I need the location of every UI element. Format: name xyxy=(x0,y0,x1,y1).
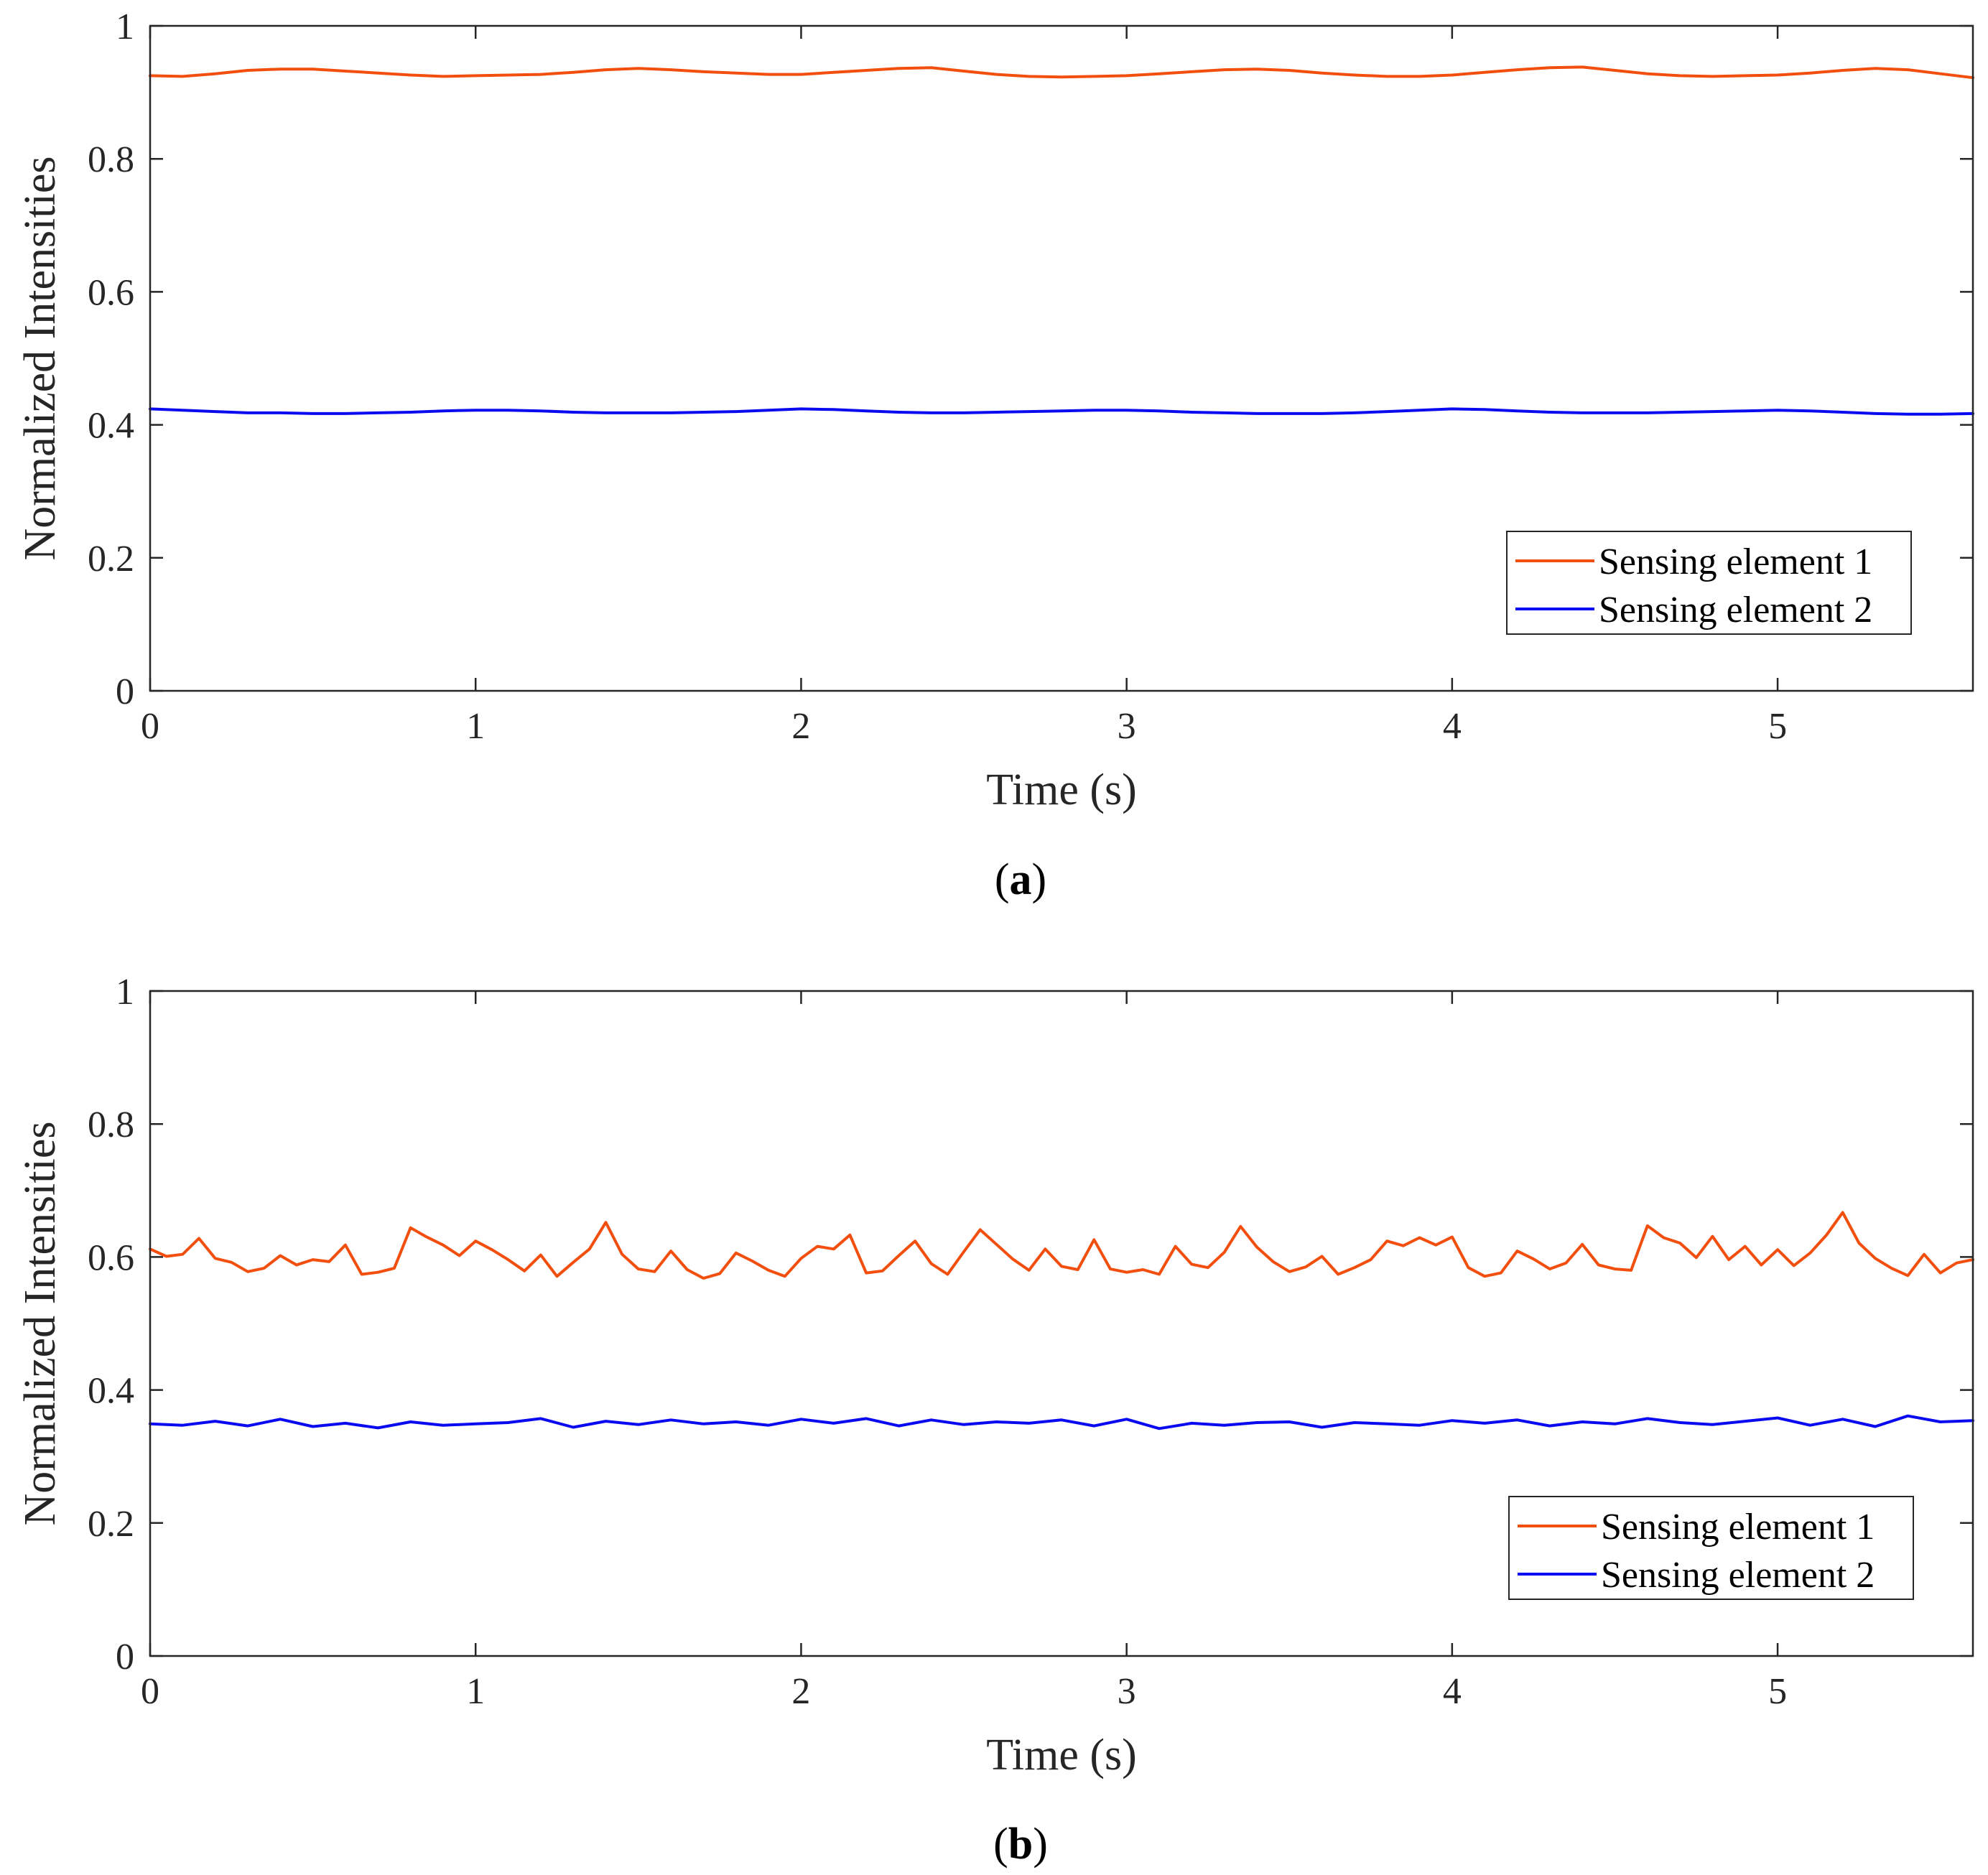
legend-a: Sensing element 1 Sensing element 2 xyxy=(1506,531,1912,635)
legend-box-b xyxy=(1508,1496,1914,1600)
axes-frame-a xyxy=(149,24,1974,692)
ticks-a xyxy=(149,24,1973,692)
y-tick-label-b-5: 1 xyxy=(116,972,134,1013)
panel-label-a: (a) xyxy=(995,855,1046,904)
x-axis-title-a: Time (s) xyxy=(986,766,1137,814)
y-tick-label-a-5: 1 xyxy=(116,6,134,47)
legend-box-a xyxy=(1506,531,1912,635)
legend-label-series2-a: Sensing element 2 xyxy=(1599,590,1872,631)
x-tick-label-b-5: 5 xyxy=(1768,1671,1787,1712)
x-tick-label-b-4: 4 xyxy=(1443,1671,1462,1712)
legend-label-series2-b: Sensing element 2 xyxy=(1601,1555,1875,1596)
legend-b: Sensing element 1 Sensing element 2 xyxy=(1508,1496,1914,1600)
x-tick-label-b-1: 1 xyxy=(466,1671,485,1712)
y-axis-title-a: Normalized Intensities xyxy=(16,157,65,561)
y-axis-title-b: Normalized Intensities xyxy=(16,1122,65,1526)
x-tick-label-a-1: 1 xyxy=(466,706,485,747)
panel-letter-b: b xyxy=(1008,1820,1033,1869)
axes-frame-b xyxy=(149,990,1974,1657)
x-tick-label-b-0: 0 xyxy=(141,1671,159,1712)
tick-labels-a: 0 1 2 3 4 5 0 0.2 0.4 0.6 0.8 1 xyxy=(88,6,1787,747)
y-tick-label-a-2: 0.4 xyxy=(88,406,134,447)
series-line-b-1 xyxy=(149,1211,1974,1280)
y-tick-label-b-2: 0.4 xyxy=(88,1371,134,1412)
x-tick-label-a-3: 3 xyxy=(1118,706,1136,747)
series-line-a-2 xyxy=(149,407,1974,416)
series-line-a-1 xyxy=(149,65,1974,80)
series-line-b-2 xyxy=(149,1414,1974,1430)
panel-b: 0 1 2 3 4 5 0 0.2 0.4 0.6 0.8 1 Time (s) Normalized… xyxy=(16,972,1974,1869)
y-tick-label-a-3: 0.6 xyxy=(88,272,134,313)
y-tick-label-a-4: 0.8 xyxy=(88,139,134,180)
y-tick-label-b-1: 0.2 xyxy=(88,1504,134,1545)
y-tick-label-a-0: 0 xyxy=(116,671,134,712)
x-axis-title-b: Time (s) xyxy=(986,1731,1137,1779)
x-tick-label-b-3: 3 xyxy=(1118,1671,1136,1712)
y-tick-label-b-4: 0.8 xyxy=(88,1104,134,1145)
series-group-a xyxy=(149,65,1974,416)
x-tick-label-a-0: 0 xyxy=(141,706,159,747)
series-group-b xyxy=(149,1211,1974,1430)
legend-label-series1-b: Sensing element 1 xyxy=(1601,1507,1875,1548)
y-tick-label-a-1: 0.2 xyxy=(88,539,134,580)
panel-label-b: (b) xyxy=(993,1820,1048,1869)
y-tick-label-b-3: 0.6 xyxy=(88,1237,134,1278)
y-tick-label-b-0: 0 xyxy=(116,1637,134,1678)
panel-a: 0 1 2 3 4 5 0 0.2 0.4 0.6 0.8 1 Time (s) Normalized… xyxy=(16,6,1974,904)
x-tick-label-a-4: 4 xyxy=(1443,706,1462,747)
x-tick-label-b-2: 2 xyxy=(791,1671,810,1712)
x-tick-label-a-5: 5 xyxy=(1768,706,1787,747)
legend-label-series1-a: Sensing element 1 xyxy=(1599,541,1872,582)
panel-letter-a: a xyxy=(1010,855,1032,904)
tick-labels-b: 0 1 2 3 4 5 0 0.2 0.4 0.6 0.8 1 xyxy=(88,972,1787,1712)
x-tick-label-a-2: 2 xyxy=(791,706,810,747)
